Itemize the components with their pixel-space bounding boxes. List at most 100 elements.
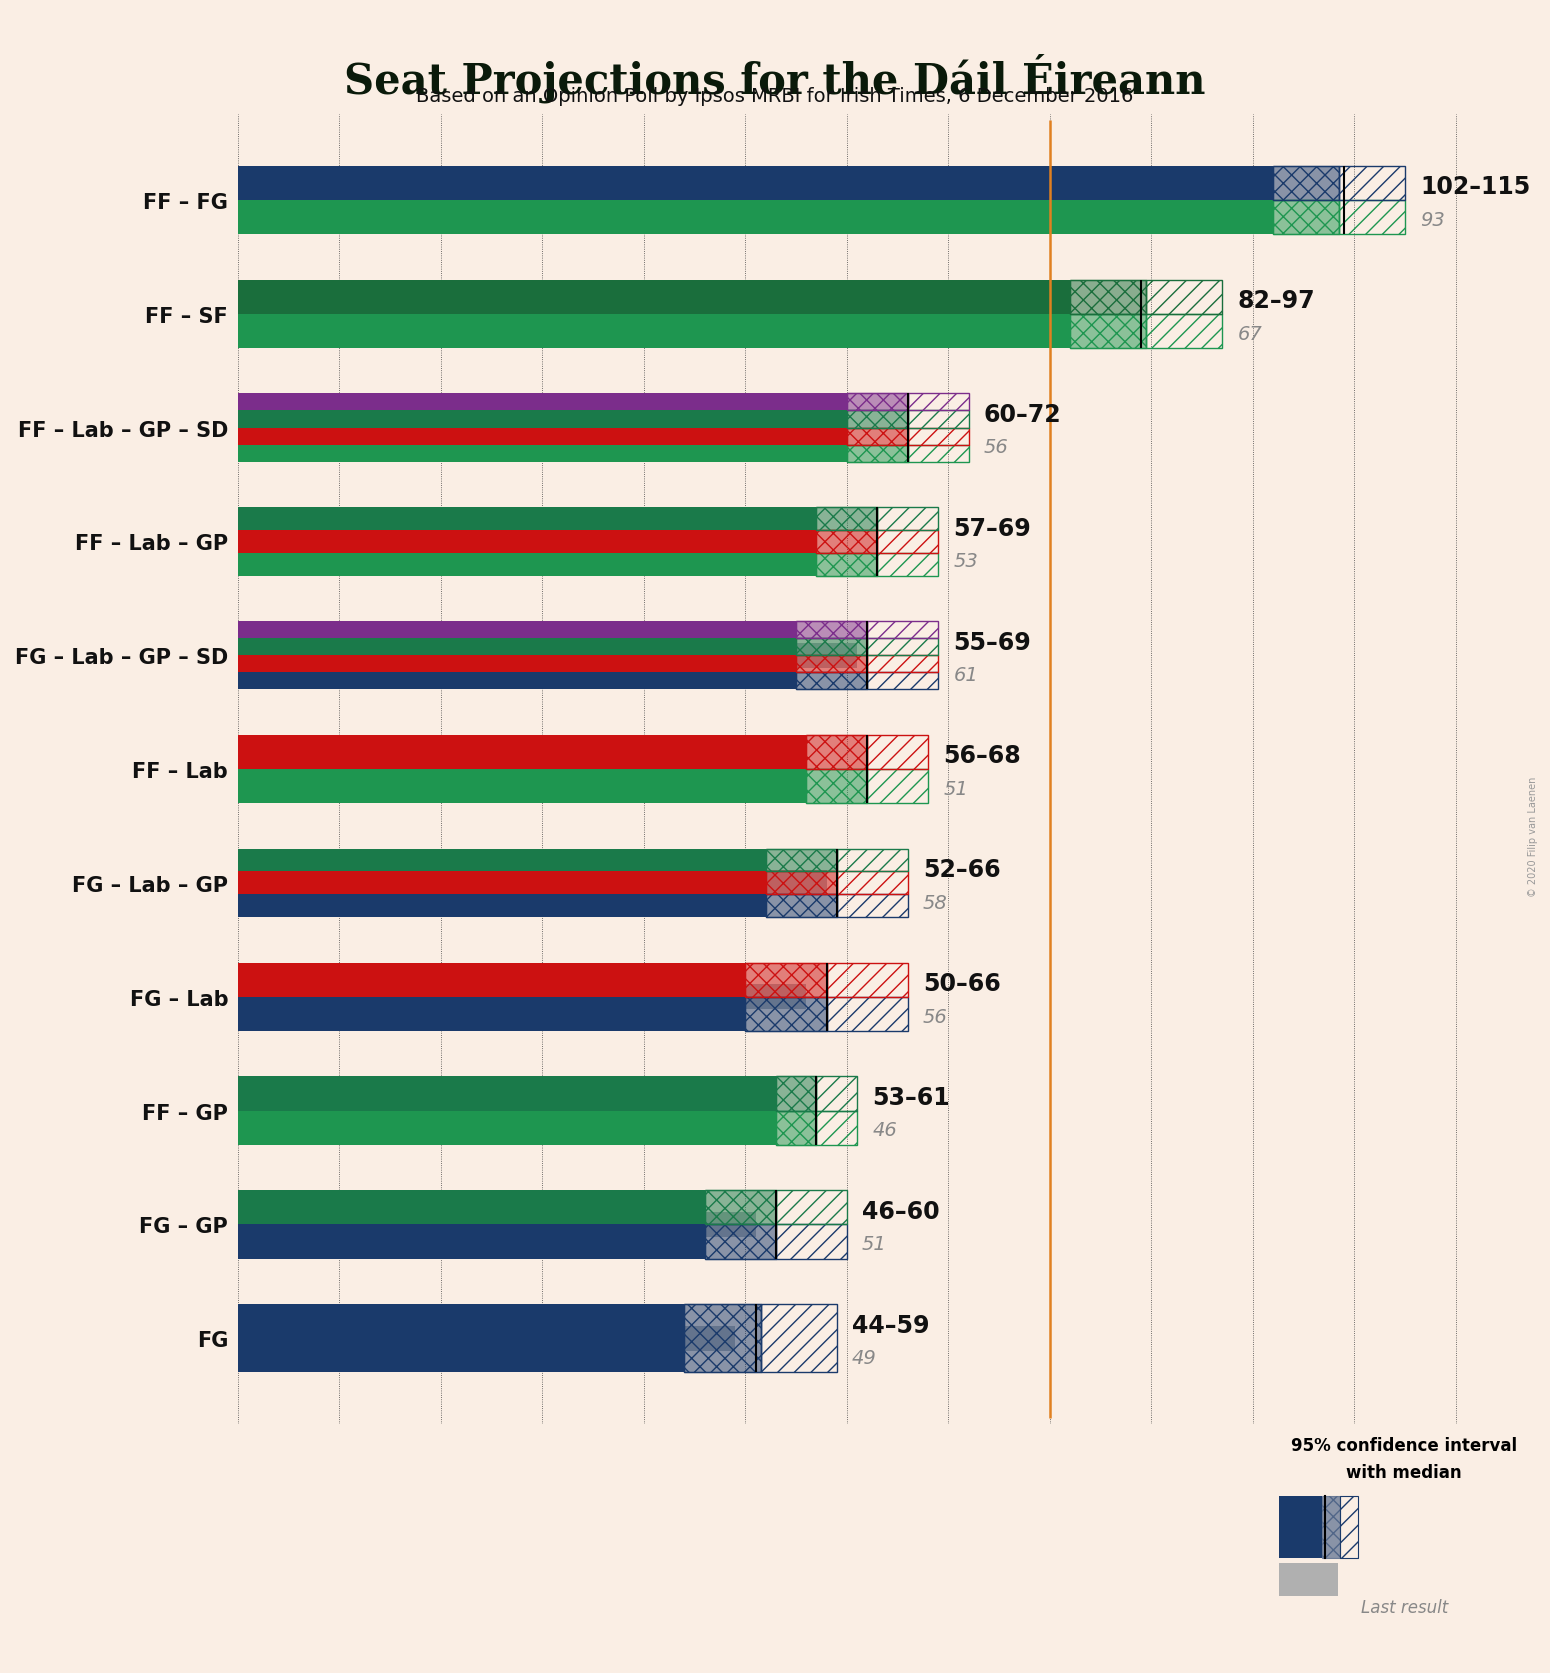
Bar bbox=[1279, 1563, 1338, 1596]
Bar bbox=[1339, 1496, 1358, 1558]
Text: 56–68: 56–68 bbox=[944, 744, 1021, 768]
Bar bbox=[1070, 281, 1145, 315]
Text: 51: 51 bbox=[862, 1235, 887, 1253]
Bar bbox=[239, 639, 797, 656]
Text: 93: 93 bbox=[1420, 211, 1445, 229]
Bar bbox=[239, 656, 797, 673]
Bar bbox=[837, 850, 908, 872]
Bar bbox=[239, 895, 766, 917]
Bar bbox=[239, 167, 1273, 201]
Bar bbox=[239, 415, 806, 440]
Bar bbox=[846, 445, 908, 462]
Bar bbox=[766, 850, 837, 872]
Bar bbox=[239, 281, 1069, 315]
Bar bbox=[817, 509, 877, 530]
Bar bbox=[705, 1225, 777, 1258]
Bar bbox=[837, 872, 908, 895]
Bar bbox=[239, 1099, 705, 1124]
Bar bbox=[797, 656, 866, 673]
Bar bbox=[239, 187, 1181, 212]
Bar bbox=[705, 1191, 777, 1225]
Bar bbox=[1273, 201, 1339, 234]
Bar bbox=[239, 395, 846, 412]
Bar bbox=[777, 1111, 817, 1144]
Bar bbox=[866, 673, 938, 689]
Bar bbox=[239, 964, 746, 997]
Bar bbox=[705, 1191, 777, 1225]
Bar bbox=[239, 1111, 777, 1144]
Bar bbox=[239, 1077, 777, 1111]
Bar bbox=[797, 673, 866, 689]
Text: 49: 49 bbox=[853, 1348, 877, 1367]
Bar bbox=[239, 770, 806, 803]
Text: 51: 51 bbox=[944, 780, 969, 798]
Bar bbox=[797, 673, 866, 689]
Bar bbox=[239, 1225, 705, 1258]
Text: 55–69: 55–69 bbox=[953, 631, 1031, 654]
Bar bbox=[877, 509, 938, 530]
Bar bbox=[817, 554, 877, 576]
Bar bbox=[239, 985, 806, 1009]
Bar bbox=[239, 1305, 685, 1372]
Bar bbox=[239, 1213, 755, 1238]
Bar bbox=[1279, 1496, 1322, 1558]
Bar bbox=[797, 656, 866, 673]
Bar bbox=[817, 530, 877, 554]
Bar bbox=[777, 1111, 817, 1144]
Bar bbox=[908, 395, 969, 412]
Bar bbox=[777, 1077, 817, 1111]
Bar bbox=[239, 673, 797, 689]
Bar bbox=[826, 964, 908, 997]
Text: 95% confidence interval: 95% confidence interval bbox=[1291, 1435, 1517, 1454]
Text: 102–115: 102–115 bbox=[1420, 176, 1530, 199]
Bar bbox=[1145, 281, 1223, 315]
Text: 53–61: 53–61 bbox=[873, 1086, 950, 1109]
Bar bbox=[817, 1111, 857, 1144]
Bar bbox=[908, 428, 969, 445]
Bar bbox=[239, 850, 766, 872]
Text: 46: 46 bbox=[873, 1121, 897, 1139]
Bar bbox=[766, 850, 837, 872]
Bar bbox=[1339, 201, 1404, 234]
Bar bbox=[239, 997, 746, 1031]
Bar bbox=[239, 758, 755, 781]
Bar bbox=[239, 736, 806, 770]
Bar bbox=[1070, 281, 1145, 315]
Bar bbox=[846, 412, 908, 428]
Bar bbox=[1273, 201, 1339, 234]
Text: 57–69: 57–69 bbox=[953, 517, 1031, 540]
Bar bbox=[1322, 1496, 1339, 1558]
Bar bbox=[846, 428, 908, 445]
Bar bbox=[239, 315, 1069, 348]
Bar bbox=[797, 622, 866, 639]
Text: 50–66: 50–66 bbox=[922, 972, 1001, 995]
Bar bbox=[239, 301, 918, 326]
Bar bbox=[1145, 315, 1223, 348]
Text: 56: 56 bbox=[922, 1007, 947, 1026]
Bar bbox=[1339, 167, 1404, 201]
Text: 46–60: 46–60 bbox=[862, 1200, 939, 1223]
Bar bbox=[1273, 167, 1339, 201]
Text: Last result: Last result bbox=[1361, 1598, 1448, 1616]
Bar bbox=[239, 622, 797, 639]
Bar bbox=[846, 412, 908, 428]
Bar bbox=[817, 530, 877, 554]
Bar bbox=[866, 639, 938, 656]
Text: 52–66: 52–66 bbox=[922, 858, 1001, 882]
Bar bbox=[239, 1191, 705, 1225]
Bar bbox=[817, 509, 877, 530]
Bar bbox=[877, 554, 938, 576]
Bar bbox=[239, 530, 817, 554]
Text: Seat Projections for the Dáil Éireann: Seat Projections for the Dáil Éireann bbox=[344, 54, 1206, 104]
Bar bbox=[1070, 315, 1145, 348]
Bar bbox=[746, 997, 826, 1031]
Text: 61: 61 bbox=[953, 666, 978, 684]
Bar bbox=[777, 1225, 846, 1258]
Bar bbox=[866, 736, 928, 770]
Bar bbox=[239, 530, 777, 554]
Bar bbox=[685, 1305, 761, 1372]
Bar bbox=[817, 554, 877, 576]
Bar bbox=[239, 554, 817, 576]
Text: 53: 53 bbox=[953, 552, 978, 570]
Bar bbox=[806, 770, 866, 803]
